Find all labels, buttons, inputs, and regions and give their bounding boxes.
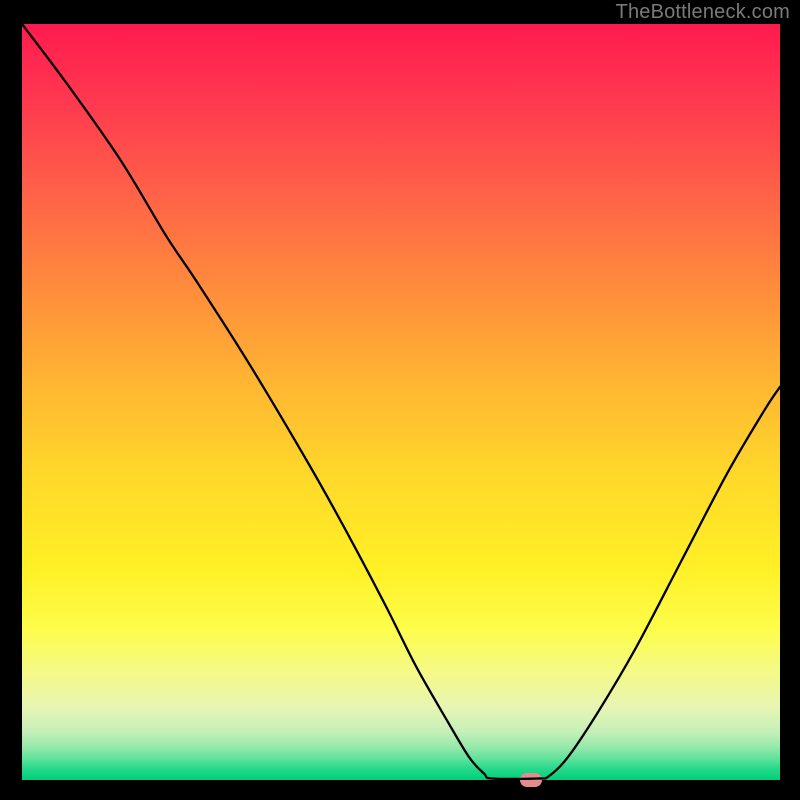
bottleneck-curve (22, 24, 780, 780)
watermark-text: TheBottleneck.com (616, 1, 790, 24)
bottleneck-chart (22, 24, 780, 780)
